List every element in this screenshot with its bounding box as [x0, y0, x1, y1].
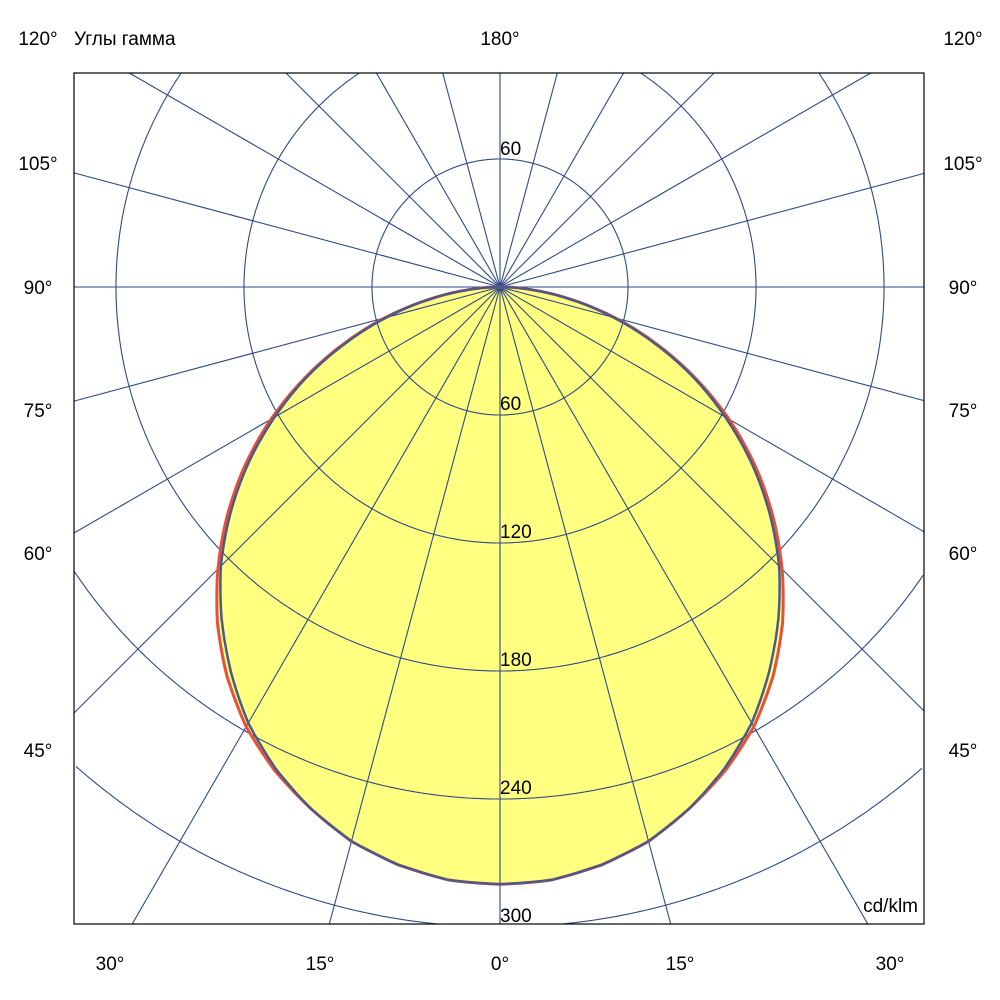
angle-label-left: 120° — [18, 29, 57, 50]
grid-ray — [375, 72, 501, 288]
grid-ray — [129, 72, 501, 288]
angle-label-right: 90° — [949, 278, 978, 299]
ring-label: 240 — [500, 778, 532, 799]
grid-ray — [499, 286, 925, 712]
grid-ray — [499, 72, 558, 288]
ring-label: 180 — [500, 650, 532, 671]
grid-ray — [285, 72, 501, 288]
upper-ring-label: 60 — [500, 139, 521, 160]
angle-label-bottom: 15° — [306, 954, 335, 975]
grid-ray — [73, 286, 501, 534]
grid-ring — [243, 73, 757, 544]
grid-ring — [75, 765, 923, 925]
grid-ray — [499, 286, 869, 925]
plot-frame — [73, 72, 925, 925]
unit-label: cd/klm — [863, 896, 918, 917]
grid-ray — [499, 72, 625, 288]
grid-ray — [131, 286, 501, 925]
angle-label-left: 60° — [24, 544, 53, 565]
angle-label-bottom: 15° — [666, 954, 695, 975]
top-angle-label: 180° — [480, 29, 519, 50]
angle-label-right: 105° — [943, 154, 982, 175]
grid-ray — [73, 172, 501, 288]
angle-label-right: 60° — [949, 544, 978, 565]
grid-ray — [73, 286, 501, 714]
grid-ray — [499, 286, 925, 402]
grid-ray — [499, 286, 925, 533]
grid-ray — [499, 72, 871, 288]
grid-ray — [499, 286, 672, 925]
grid-ring — [115, 73, 885, 672]
grid-ray — [499, 72, 715, 288]
angle-label-left: 105° — [18, 154, 57, 175]
grid-ray — [442, 72, 501, 288]
grid-ray — [499, 172, 925, 288]
grid-ring — [73, 571, 924, 800]
angle-label-left: 45° — [24, 741, 53, 762]
grid-ray — [328, 286, 501, 925]
angle-label-right: 120° — [943, 29, 982, 50]
grid-ray — [73, 286, 501, 402]
intensity-curve-2 — [219, 285, 781, 886]
angle-label-bottom: 30° — [96, 954, 125, 975]
angle-label-left: 90° — [24, 278, 53, 299]
angle-label-left: 75° — [24, 401, 53, 422]
ring-label: 120 — [500, 522, 532, 543]
angle-label-bottom: 0° — [491, 954, 509, 975]
chart-title: Углы гамма — [74, 29, 176, 50]
ring-label: 300 — [500, 906, 532, 927]
ring-label: 60 — [500, 394, 521, 415]
angle-label-right: 45° — [949, 741, 978, 762]
angle-label-right: 75° — [949, 401, 978, 422]
angle-label-bottom: 30° — [876, 954, 905, 975]
